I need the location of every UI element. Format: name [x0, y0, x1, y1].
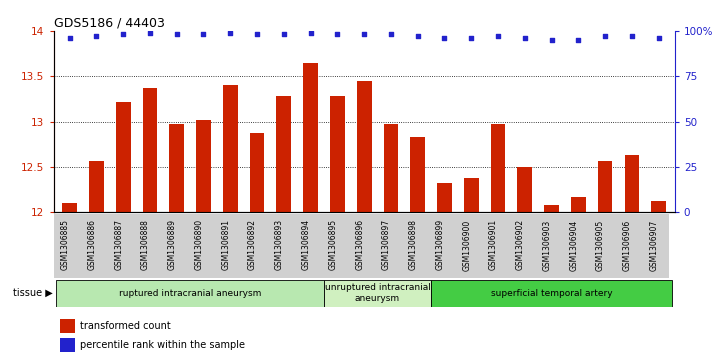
Point — [412, 33, 423, 39]
Text: GSM1306906: GSM1306906 — [623, 219, 632, 270]
Point — [171, 32, 182, 37]
Bar — [357, 81, 371, 363]
Bar — [598, 161, 613, 363]
Text: GSM1306897: GSM1306897 — [382, 219, 391, 270]
Text: GSM1306893: GSM1306893 — [275, 219, 284, 270]
Point — [519, 35, 531, 41]
Text: GDS5186 / 44403: GDS5186 / 44403 — [54, 17, 164, 30]
Point — [545, 37, 557, 43]
Bar — [464, 178, 478, 363]
Bar — [60, 319, 75, 333]
Bar — [56, 280, 324, 307]
Point — [117, 32, 129, 37]
Point — [358, 32, 370, 37]
Point — [198, 32, 209, 37]
Text: GSM1306907: GSM1306907 — [650, 219, 658, 270]
Point — [331, 32, 343, 37]
Text: GSM1306904: GSM1306904 — [569, 219, 578, 270]
Point — [251, 32, 263, 37]
Point — [144, 30, 156, 36]
Text: tissue ▶: tissue ▶ — [14, 288, 53, 298]
Bar — [276, 96, 291, 363]
Text: GSM1306894: GSM1306894 — [301, 219, 311, 270]
Text: GSM1306890: GSM1306890 — [194, 219, 203, 270]
Bar — [60, 338, 75, 352]
Bar — [383, 124, 398, 363]
Text: superficial temporal artery: superficial temporal artery — [491, 289, 613, 298]
Text: GSM1306898: GSM1306898 — [408, 219, 418, 270]
Text: GSM1306900: GSM1306900 — [462, 219, 471, 270]
Text: GSM1306905: GSM1306905 — [596, 219, 605, 270]
Text: GSM1306892: GSM1306892 — [248, 219, 257, 270]
Bar — [330, 96, 345, 363]
Text: ruptured intracranial aneurysm: ruptured intracranial aneurysm — [119, 289, 261, 298]
Point — [493, 33, 504, 39]
Bar — [62, 203, 77, 363]
Text: GSM1306886: GSM1306886 — [87, 219, 96, 270]
Bar — [143, 88, 157, 363]
Bar — [491, 124, 506, 363]
Bar — [169, 124, 184, 363]
Point — [573, 37, 584, 43]
Point — [64, 35, 75, 41]
Bar — [223, 85, 238, 363]
Point — [305, 30, 316, 36]
Point — [466, 35, 477, 41]
Bar — [571, 197, 585, 363]
Text: GSM1306896: GSM1306896 — [355, 219, 364, 270]
Text: transformed count: transformed count — [80, 321, 171, 331]
Text: GSM1306885: GSM1306885 — [61, 219, 69, 270]
Bar — [116, 102, 131, 363]
Point — [626, 33, 638, 39]
Point — [91, 33, 102, 39]
Bar — [196, 120, 211, 363]
Point — [386, 32, 397, 37]
Text: GSM1306903: GSM1306903 — [543, 219, 551, 270]
Bar — [89, 161, 104, 363]
Bar — [431, 280, 672, 307]
Point — [224, 30, 236, 36]
Bar — [324, 280, 431, 307]
Text: unruptured intracranial
aneurysm: unruptured intracranial aneurysm — [325, 284, 431, 303]
Bar — [303, 62, 318, 363]
Text: GSM1306888: GSM1306888 — [141, 219, 150, 270]
Bar — [625, 155, 639, 363]
Text: GSM1306901: GSM1306901 — [489, 219, 498, 270]
Point — [278, 32, 290, 37]
Point — [438, 35, 450, 41]
Bar — [544, 205, 559, 363]
Bar — [518, 167, 532, 363]
Text: GSM1306902: GSM1306902 — [516, 219, 525, 270]
Text: percentile rank within the sample: percentile rank within the sample — [80, 340, 245, 350]
Text: GSM1306899: GSM1306899 — [436, 219, 444, 270]
Text: GSM1306887: GSM1306887 — [114, 219, 123, 270]
Text: GSM1306895: GSM1306895 — [328, 219, 338, 270]
Bar — [250, 134, 264, 363]
Point — [653, 35, 664, 41]
Bar — [651, 200, 666, 363]
Point — [600, 33, 611, 39]
Bar — [411, 137, 425, 363]
Text: GSM1306891: GSM1306891 — [221, 219, 230, 270]
Bar — [437, 183, 452, 363]
Text: GSM1306889: GSM1306889 — [168, 219, 176, 270]
